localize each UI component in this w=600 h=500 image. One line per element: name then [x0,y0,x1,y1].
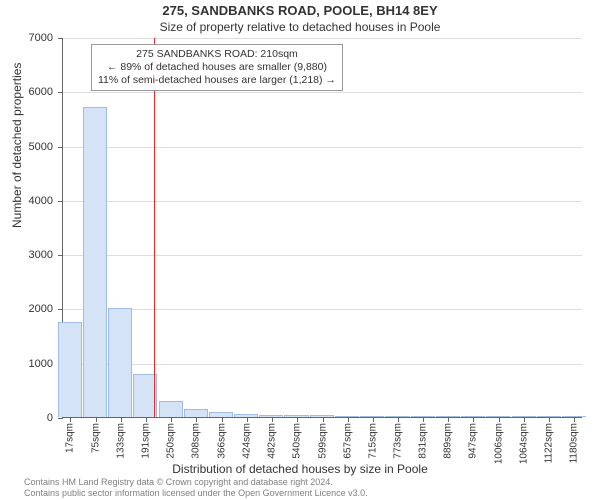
x-tick-mark [196,417,197,422]
x-tick-mark [373,417,374,422]
y-tick-mark [58,147,63,148]
gridline [63,147,582,148]
x-tick-label: 540sqm [292,423,303,459]
x-tick-label: 133sqm [115,423,126,459]
x-tick-mark [323,417,324,422]
x-tick-label: 599sqm [317,423,328,459]
x-tick-mark [423,417,424,422]
x-tick-label: 889sqm [443,423,454,459]
x-tick-label: 191sqm [140,423,151,459]
x-tick-label: 1006sqm [493,423,504,464]
annotation-line-3: 11% of semi-detached houses are larger (… [98,74,336,87]
x-tick-mark [247,417,248,422]
gridline [63,364,582,365]
y-tick-label: 2000 [29,303,53,315]
y-axis-label: Number of detached properties [10,63,24,228]
gridline [63,92,582,93]
histogram-bar [83,107,107,418]
y-tick-label: 7000 [29,32,53,44]
gridline [63,309,582,310]
chart-title-address: 275, SANDBANKS ROAD, POOLE, BH14 8EY [0,3,600,18]
y-tick-label: 3000 [29,249,53,261]
y-tick-label: 1000 [29,358,53,370]
x-tick-mark [70,417,71,422]
x-tick-label: 366sqm [216,423,227,459]
annotation-line-1: 275 SANDBANKS ROAD: 210sqm [98,48,336,61]
y-tick-label: 4000 [29,195,53,207]
histogram-bar [159,401,183,417]
y-tick-label: 0 [47,412,53,424]
y-tick-label: 5000 [29,141,53,153]
y-tick-mark [58,38,63,39]
x-tick-label: 715sqm [367,423,378,459]
x-tick-mark [574,417,575,422]
x-tick-label: 482sqm [266,423,277,459]
x-tick-mark [222,417,223,422]
y-tick-mark [58,255,63,256]
chart-title-description: Size of property relative to detached ho… [0,20,600,34]
x-tick-label: 831sqm [418,423,429,459]
footer-line-2: Contains public sector information licen… [24,488,368,498]
reference-line [154,38,155,417]
x-tick-label: 947sqm [468,423,479,459]
y-tick-label: 6000 [29,86,53,98]
gridline [63,38,582,39]
x-tick-label: 17sqm [65,423,76,453]
x-tick-mark [398,417,399,422]
x-tick-label: 1122sqm [544,423,555,463]
y-tick-mark [58,201,63,202]
x-tick-label: 657sqm [342,423,353,459]
x-tick-mark [549,417,550,422]
x-tick-label: 1064sqm [519,423,530,464]
x-tick-label: 773sqm [392,423,403,459]
x-tick-label: 250sqm [166,423,177,459]
x-tick-mark [146,417,147,422]
x-tick-mark [499,417,500,422]
gridline [63,255,582,256]
y-tick-mark [58,418,63,419]
x-tick-label: 308sqm [191,423,202,459]
histogram-bar [108,308,132,417]
x-tick-mark [524,417,525,422]
histogram-bar [58,322,82,417]
x-tick-mark [121,417,122,422]
x-tick-mark [272,417,273,422]
x-tick-mark [171,417,172,422]
histogram-bar [184,409,208,417]
annotation-line-2: ← 89% of detached houses are smaller (9,… [98,61,336,74]
y-tick-mark [58,309,63,310]
gridline [63,201,582,202]
y-tick-mark [58,92,63,93]
x-axis-label: Distribution of detached houses by size … [0,462,600,476]
x-tick-mark [96,417,97,422]
x-tick-mark [297,417,298,422]
x-tick-label: 75sqm [90,423,101,453]
footer-line-1: Contains HM Land Registry data © Crown c… [24,477,368,487]
x-tick-label: 424sqm [241,423,252,459]
chart-plot-area: 0100020003000400050006000700017sqm75sqm1… [62,38,582,418]
x-tick-mark [448,417,449,422]
x-tick-mark [473,417,474,422]
annotation-box: 275 SANDBANKS ROAD: 210sqm ← 89% of deta… [91,44,343,91]
x-tick-label: 1180sqm [569,423,580,463]
footer-attribution: Contains HM Land Registry data © Crown c… [24,477,368,498]
x-tick-mark [348,417,349,422]
